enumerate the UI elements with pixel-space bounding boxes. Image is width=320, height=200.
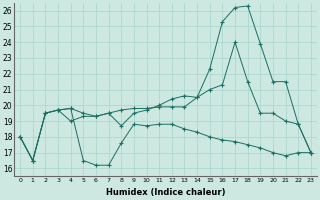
X-axis label: Humidex (Indice chaleur): Humidex (Indice chaleur) bbox=[106, 188, 225, 197]
